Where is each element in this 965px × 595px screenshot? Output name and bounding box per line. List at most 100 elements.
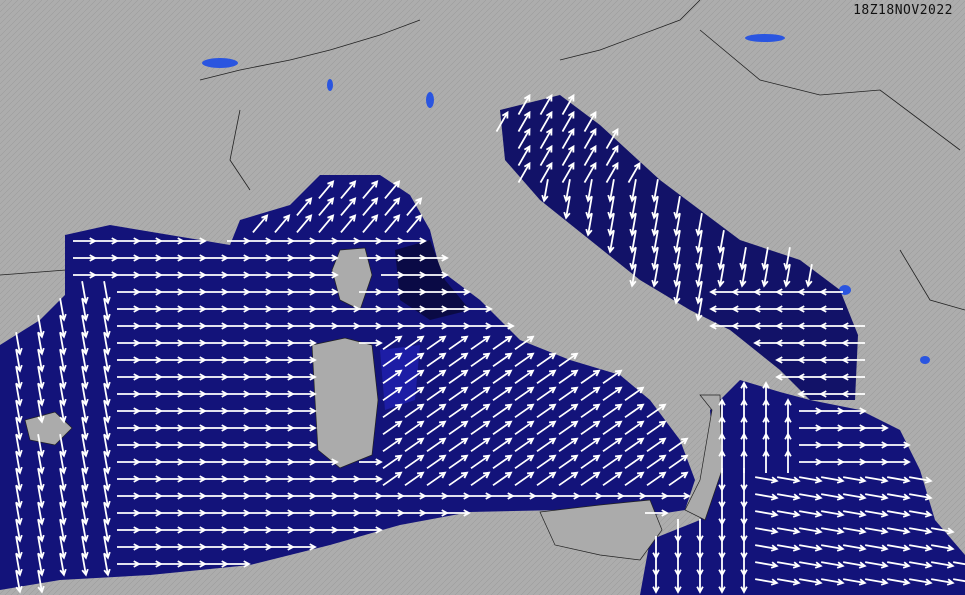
wave-direction-arrow-icon	[887, 527, 911, 535]
wave-direction-arrow-icon	[602, 403, 623, 419]
wave-direction-arrow-icon	[753, 339, 777, 347]
wave-direction-arrow-icon	[583, 127, 597, 149]
wave-direction-arrow-icon	[470, 471, 491, 487]
wave-direction-arrow-icon	[673, 213, 681, 237]
wave-direction-arrow-icon	[755, 544, 779, 552]
wave-direction-arrow-icon	[799, 561, 823, 569]
wave-direction-arrow-icon	[37, 349, 45, 373]
wave-direction-arrow-icon	[558, 352, 579, 368]
wave-direction-arrow-icon	[59, 536, 67, 560]
wave-direction-arrow-icon	[558, 471, 579, 487]
wave-direction-arrow-icon	[382, 386, 403, 402]
wave-direction-arrow-icon	[805, 264, 813, 288]
wave-direction-arrow-icon	[865, 544, 889, 552]
wave-direction-arrow-icon	[15, 519, 23, 543]
wave-direction-arrow-icon	[536, 420, 557, 436]
wave-direction-arrow-icon	[470, 454, 491, 470]
wave-direction-arrow-icon	[740, 570, 748, 594]
wave-direction-arrow-icon	[607, 179, 615, 203]
wave-direction-arrow-icon	[384, 180, 401, 200]
wave-direction-arrow-icon	[783, 247, 791, 271]
wave-direction-arrow-icon	[561, 93, 575, 115]
wave-direction-arrow-icon	[495, 110, 509, 132]
wave-direction-arrow-icon	[359, 526, 383, 534]
wave-direction-arrow-icon	[775, 356, 799, 364]
wave-direction-arrow-icon	[775, 322, 799, 330]
wave-direction-arrow-icon	[607, 213, 615, 237]
wave-direction-arrow-icon	[674, 570, 682, 594]
wave-direction-arrow-icon	[37, 519, 45, 543]
wave-direction-arrow-icon	[404, 352, 425, 368]
wave-direction-arrow-icon	[362, 180, 379, 200]
wave-direction-arrow-icon	[755, 527, 779, 535]
wave-direction-arrow-icon	[296, 214, 313, 234]
wave-direction-arrow-icon	[821, 493, 845, 501]
wave-direction-arrow-icon	[81, 349, 89, 373]
wave-direction-arrow-icon	[492, 369, 513, 385]
wave-direction-arrow-icon	[536, 471, 557, 487]
wave-direction-arrow-icon	[865, 527, 889, 535]
wave-direction-arrow-icon	[59, 383, 67, 407]
wave-direction-arrow-icon	[561, 161, 575, 183]
wave-direction-arrow-icon	[799, 493, 823, 501]
wave-direction-arrow-icon	[517, 127, 531, 149]
wave-direction-arrow-icon	[646, 454, 667, 470]
wave-direction-arrow-icon	[819, 373, 843, 381]
wave-direction-arrow-icon	[799, 476, 823, 484]
wave-direction-arrow-icon	[59, 451, 67, 475]
wave-direction-arrow-icon	[646, 403, 667, 419]
wave-direction-arrow-icon	[585, 213, 593, 237]
wave-direction-arrow-icon	[755, 561, 779, 569]
wave-direction-arrow-icon	[797, 288, 821, 296]
wave-direction-arrow-icon	[448, 471, 469, 487]
wave-direction-arrow-icon	[717, 264, 725, 288]
wave-direction-arrow-icon	[624, 471, 645, 487]
wave-direction-arrow-icon	[514, 420, 535, 436]
wave-direction-arrow-icon	[887, 544, 911, 552]
wave-direction-arrow-icon	[696, 570, 704, 594]
wave-direction-arrow-icon	[448, 335, 469, 351]
wave-direction-arrow-icon	[59, 315, 67, 339]
wave-direction-arrow-icon	[797, 305, 821, 313]
wave-direction-arrow-icon	[645, 509, 669, 517]
wave-direction-arrow-icon	[629, 179, 637, 203]
wave-direction-arrow-icon	[775, 305, 799, 313]
wave-direction-arrow-icon	[15, 332, 23, 356]
wave-direction-arrow-icon	[448, 437, 469, 453]
wave-direction-arrow-icon	[865, 424, 889, 432]
wave-direction-arrow-icon	[865, 510, 889, 518]
wave-direction-arrow-icon	[340, 180, 357, 200]
wave-direction-arrow-icon	[605, 127, 619, 149]
wave-direction-arrow-icon	[81, 298, 89, 322]
wave-direction-arrow-icon	[492, 335, 513, 351]
wave-direction-arrow-icon	[775, 373, 799, 381]
wave-direction-arrow-icon	[668, 454, 689, 470]
wave-direction-arrow-icon	[426, 352, 447, 368]
wave-direction-arrow-icon	[651, 179, 659, 203]
wave-direction-arrow-icon	[384, 197, 401, 217]
wave-direction-arrow-icon	[909, 493, 933, 501]
wave-direction-arrow-icon	[15, 553, 23, 577]
wave-direction-arrow-icon	[536, 352, 557, 368]
wave-direction-arrow-icon	[536, 403, 557, 419]
wave-direction-arrow-icon	[296, 197, 313, 217]
wave-direction-arrow-icon	[37, 383, 45, 407]
wave-direction-arrow-icon	[797, 390, 821, 398]
wave-direction-arrow-icon	[514, 471, 535, 487]
wave-direction-arrow-icon	[384, 214, 401, 234]
wave-direction-arrow-icon	[624, 420, 645, 436]
wave-direction-arrow-icon	[668, 471, 689, 487]
wave-direction-arrow-icon	[841, 339, 865, 347]
wave-direction-arrow-icon	[404, 386, 425, 402]
wave-direction-arrow-icon	[580, 454, 601, 470]
wave-direction-arrow-icon	[81, 451, 89, 475]
wave-direction-arrow-icon	[81, 400, 89, 424]
wave-direction-arrow-icon	[517, 93, 531, 115]
wave-direction-arrow-icon	[318, 180, 335, 200]
wave-direction-arrow-icon	[539, 110, 553, 132]
wave-direction-arrow-icon	[931, 561, 955, 569]
wave-direction-arrow-icon	[843, 476, 867, 484]
wave-direction-arrow-icon	[909, 561, 933, 569]
wave-direction-arrow-icon	[81, 366, 89, 390]
